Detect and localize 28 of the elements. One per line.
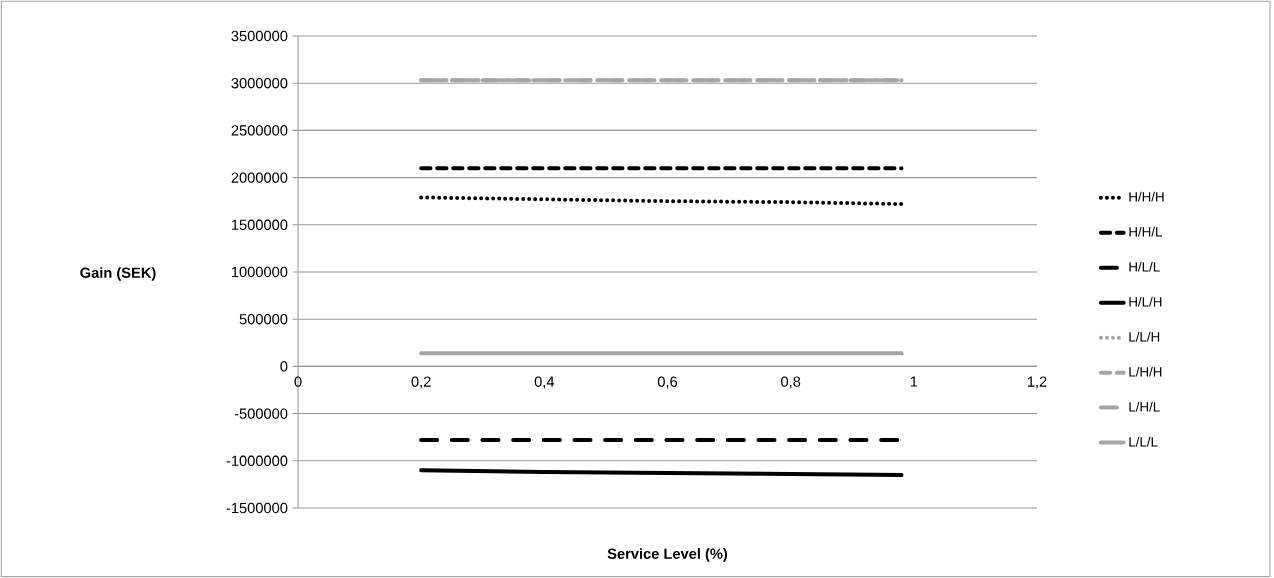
y-tick-label: -1000000 <box>226 455 288 466</box>
x-tick-label: 0,6 <box>657 376 678 389</box>
legend-label: L/H/H <box>1129 366 1162 377</box>
legend-label: H/L/L <box>1129 261 1160 272</box>
x-tick-label: 1 <box>910 376 918 387</box>
y-tick-label: 1000000 <box>231 266 288 278</box>
y-tick-label: 1500000 <box>231 219 288 230</box>
y-tick-label: 3000000 <box>231 78 288 89</box>
legend-label: H/L/H <box>1129 296 1162 307</box>
x-tick-label: 1,2 <box>1027 376 1047 389</box>
legend-label: L/L/H <box>1129 331 1160 342</box>
y-tick-label: 2000000 <box>231 172 288 183</box>
x-tick-label: 0,2 <box>411 376 431 389</box>
x-tick-label: 0,4 <box>534 376 555 389</box>
legend-label: L/L/L <box>1129 436 1158 447</box>
x-axis-title: Service Level (%) <box>607 548 728 562</box>
legend-label: H/H/H <box>1129 191 1164 202</box>
y-tick-label: -500000 <box>234 408 288 419</box>
x-tick-label: 0,8 <box>781 376 801 389</box>
y-axis-title: Gain (SEK) <box>80 267 156 281</box>
y-tick-label: 3500000 <box>231 30 288 42</box>
x-tick-label: 0 <box>294 376 302 387</box>
y-tick-label: 0 <box>280 361 288 372</box>
y-tick-label: -1500000 <box>226 502 288 514</box>
legend-label: L/H/L <box>1129 401 1160 412</box>
y-tick-label: 2500000 <box>231 125 288 136</box>
y-tick-label: 500000 <box>239 314 288 325</box>
legend-label: H/H/L <box>1129 226 1162 237</box>
